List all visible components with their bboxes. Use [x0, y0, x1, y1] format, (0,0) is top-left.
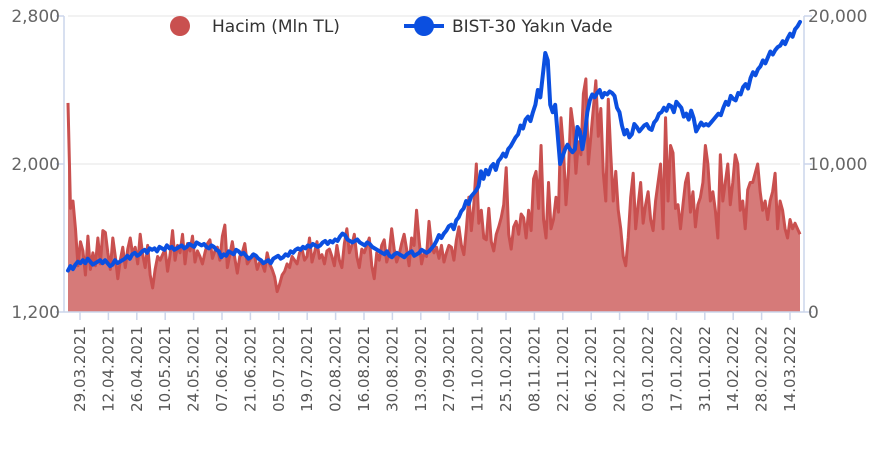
x-tick-label: 14.03.2022	[781, 326, 799, 412]
series-hacim-area	[66, 77, 802, 313]
legend-item-bist30[interactable]: BIST-30 Yakın Vade	[404, 16, 613, 37]
y-left-tick-label: 2,000	[11, 155, 60, 175]
x-tick-label: 03.01.2022	[639, 326, 657, 412]
y-right-tick-label: 10,000	[808, 155, 867, 175]
x-tick-label: 17.01.2022	[667, 326, 685, 412]
x-tick-label: 25.10.2021	[497, 326, 515, 412]
y-right-tick-label: 20,000	[808, 7, 867, 27]
x-tick-label: 20.12.2021	[611, 326, 629, 412]
series-bist30-line	[66, 19, 802, 273]
x-tick-label: 21.06.2021	[241, 326, 259, 412]
y-axis-right: 0 10,000 20,000	[804, 7, 867, 323]
x-axis: 29.03.2021 12.04.2021 26.04.2021 10.05.2021…	[71, 312, 799, 412]
y-axis-left: 1,200 2,000 2,800	[11, 7, 64, 323]
x-tick-label: 28.02.2022	[753, 326, 771, 412]
x-tick-label: 08.11.2021	[525, 326, 543, 412]
x-tick-label: 27.09.2021	[440, 326, 458, 412]
bist30-line	[66, 19, 802, 273]
legend-bist30-label: BIST-30 Yakın Vade	[452, 17, 613, 37]
y-left-tick-label: 2,800	[11, 7, 60, 27]
x-tick-label: 30.08.2021	[383, 326, 401, 412]
hacim-line	[66, 77, 802, 294]
legend-item-hacim[interactable]: Hacim (Mln TL)	[170, 16, 340, 37]
x-tick-label: 11.10.2021	[469, 326, 487, 412]
x-tick-label: 12.04.2021	[99, 326, 117, 412]
x-tick-label: 26.04.2021	[128, 326, 146, 412]
x-tick-label: 14.02.2022	[724, 326, 742, 412]
legend-bist30-marker	[414, 16, 434, 36]
x-tick-label: 29.03.2021	[71, 326, 89, 412]
x-tick-label: 31.01.2022	[696, 326, 714, 412]
x-tick-label: 13.09.2021	[412, 326, 430, 412]
x-tick-label: 24.05.2021	[185, 326, 203, 412]
y-left-tick-label: 1,200	[11, 303, 60, 323]
hacim-area-fill	[68, 78, 800, 313]
x-tick-label: 05.07.2021	[270, 326, 288, 412]
x-tick-label: 22.11.2021	[554, 326, 572, 412]
legend[interactable]: Hacim (Mln TL) BIST-30 Yakın Vade	[170, 16, 613, 37]
y-right-tick-label: 0	[808, 303, 819, 323]
legend-hacim-label: Hacim (Mln TL)	[212, 17, 340, 37]
x-tick-label: 06.12.2021	[582, 326, 600, 412]
x-tick-label: 16.08.2021	[355, 326, 373, 412]
legend-hacim-marker	[170, 16, 190, 36]
x-tick-label: 19.07.2021	[298, 326, 316, 412]
x-tick-label: 02.08.2021	[327, 326, 345, 412]
x-tick-label: 10.05.2021	[156, 326, 174, 412]
x-tick-label: 07.06.2021	[213, 326, 231, 412]
